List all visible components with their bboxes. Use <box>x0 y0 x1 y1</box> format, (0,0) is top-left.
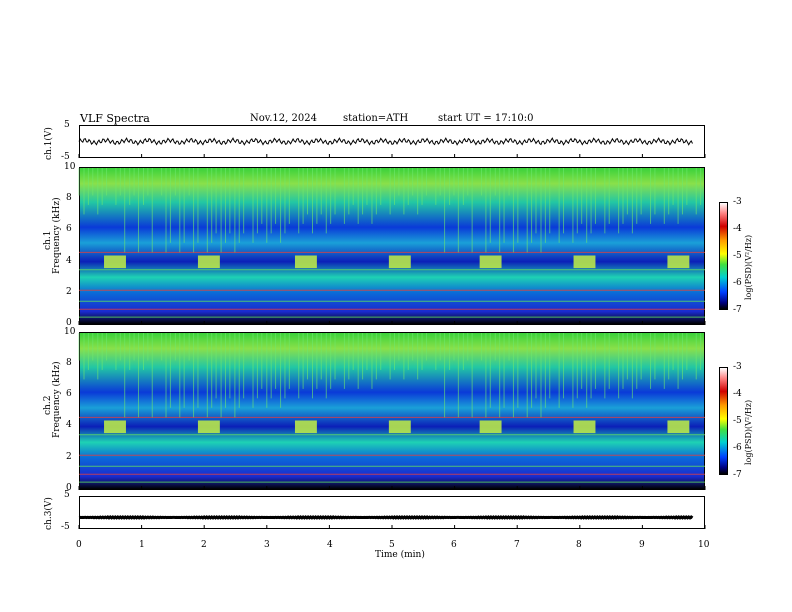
x-tick-5: 5 <box>389 540 395 550</box>
ch1-tick-2: 2 <box>66 287 72 297</box>
ch2-tick-6: 6 <box>66 389 72 399</box>
ch1-transmitter-block <box>479 255 502 269</box>
ch1-tick-0: 0 <box>66 318 72 328</box>
ch1-transmitter-block <box>573 255 596 269</box>
ch2-tick-2: 2 <box>66 452 72 462</box>
ch3-waveform-line <box>78 515 694 520</box>
ch2-transmitter-block <box>388 420 411 434</box>
cbar1-tick-m7: -7 <box>733 305 742 315</box>
ch3-wave-tick-bottom: -5 <box>61 522 70 532</box>
x-tick-0: 0 <box>76 540 82 550</box>
x-tick-6: 6 <box>451 540 457 550</box>
ch2-tick-4: 4 <box>66 420 72 430</box>
ch1-wave-tick-bottom: -5 <box>61 152 70 162</box>
cbar2-tick-m6: -6 <box>733 443 742 453</box>
cbar1-tick-m4: -4 <box>733 224 742 234</box>
x-tick-9: 9 <box>639 540 645 550</box>
ch1-waveform-line <box>78 137 693 146</box>
x-tick-2: 2 <box>201 540 207 550</box>
ch2-transmitter-block <box>573 420 596 434</box>
colorbar-ch1 <box>719 202 728 310</box>
ch1-spectrogram <box>79 167 705 325</box>
ch2-tick-10: 10 <box>64 327 76 337</box>
cbar1-tick-m6: -6 <box>733 278 742 288</box>
x-tick-7: 7 <box>514 540 520 550</box>
ch2-transmitter-block <box>104 420 126 434</box>
x-tick-8: 8 <box>576 540 582 550</box>
ch1-transmitter-block <box>667 255 690 269</box>
x-tick-1: 1 <box>139 540 145 550</box>
x-tick-10: 10 <box>698 540 710 550</box>
ch1-tick-10: 10 <box>64 162 76 172</box>
colorbar-ch2 <box>719 367 728 475</box>
ch2-tick-0: 0 <box>66 483 72 493</box>
cbar2-tick-m3: -3 <box>733 362 742 372</box>
cbar2-tick-m5: -5 <box>733 416 742 426</box>
ch1-tick-6: 6 <box>66 224 72 234</box>
x-tick-4: 4 <box>327 540 333 550</box>
ch1-tick-4: 4 <box>66 256 72 266</box>
ch2-transmitter-block <box>294 420 317 434</box>
ch1-transmitter-block <box>294 255 317 269</box>
ch2-transmitter-block <box>479 420 502 434</box>
ch2-spectrogram <box>79 332 705 490</box>
cbar1-tick-m3: -3 <box>733 197 742 207</box>
ch2-transmitter-block <box>197 420 220 434</box>
cbar2-tick-m4: -4 <box>733 389 742 399</box>
x-axis-label: Time (min) <box>375 550 425 560</box>
date-label: Nov.12, 2024 <box>250 113 317 124</box>
ch1-wave-tick-top: 5 <box>64 120 70 130</box>
ch1-transmitter-block <box>104 255 126 269</box>
ch1-transmitter-block <box>197 255 220 269</box>
ch1-tick-8: 8 <box>66 193 72 203</box>
ch2-transmitter-block <box>667 420 690 434</box>
cbar1-tick-m5: -5 <box>733 251 742 261</box>
chart-title: VLF Spectra <box>80 112 150 125</box>
ch3-wave-tick-top: 5 <box>64 490 70 500</box>
x-tick-3: 3 <box>264 540 270 550</box>
ch2-tick-8: 8 <box>66 358 72 368</box>
start-time-label: start UT = 17:10:0 <box>438 113 534 124</box>
cbar2-tick-m7: -7 <box>733 470 742 480</box>
station-label: station=ATH <box>343 113 409 124</box>
ch1-transmitter-block <box>388 255 411 269</box>
